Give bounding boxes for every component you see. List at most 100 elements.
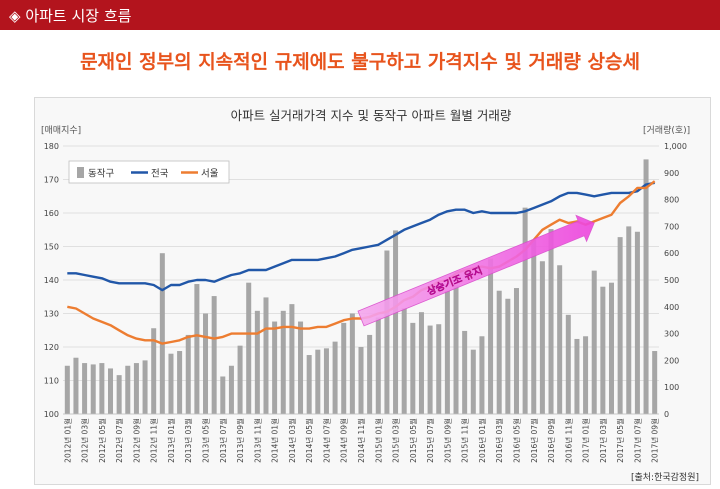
x-tick-label: 2015년 03월: [391, 418, 401, 463]
x-tick-label: 2014년 03월: [287, 418, 297, 463]
bar: [289, 304, 295, 414]
header-title: ◈ 아파트 시장 흐름: [9, 5, 131, 26]
x-tick-label: 2013년 11월: [252, 418, 262, 463]
bar: [64, 365, 70, 414]
x-tick-label: 2017년 07월: [632, 418, 642, 463]
bar: [436, 324, 442, 414]
bar: [263, 297, 269, 414]
headline: 문재인 정부의 지속적인 규제에도 불구하고 가격지수 및 거래량 상승세: [80, 51, 640, 73]
diamond-bullet-icon: ◈: [9, 7, 21, 25]
left-tick-label: 180: [44, 142, 59, 151]
trend-arrow-icon: [357, 214, 595, 327]
bar: [608, 282, 614, 414]
x-tick-label: 2014년 05월: [304, 418, 314, 463]
right-tick-label: 900: [664, 169, 679, 178]
x-tick-label: 2012년 09월: [131, 418, 141, 463]
bar: [617, 237, 623, 414]
bar: [462, 330, 468, 414]
bar: [341, 322, 347, 414]
x-tick-label: 2015년 09월: [442, 418, 452, 463]
bar: [315, 349, 321, 414]
x-tick-label: 2013년 09월: [235, 418, 245, 463]
header-title-text: 아파트 시장 흐름: [25, 7, 132, 25]
combo-chart: 아파트 실거래가격 지수 및 동작구 아파트 월별 거래량 [매매지수] [거래…: [41, 108, 699, 483]
legend-box: [68, 160, 230, 184]
bar: [73, 357, 79, 414]
bar: [177, 351, 183, 414]
right-tick-label: 300: [664, 330, 679, 339]
bar: [652, 351, 658, 414]
bar: [531, 239, 537, 414]
bar: [228, 365, 234, 414]
line-national: [67, 181, 655, 292]
bar: [393, 230, 399, 414]
left-tick-label: 150: [44, 243, 59, 252]
bar: [194, 284, 200, 414]
bar: [557, 265, 563, 414]
bar: [185, 334, 191, 414]
bar: [108, 368, 114, 414]
bar: [539, 261, 545, 414]
bar: [125, 365, 131, 414]
bar: [280, 310, 286, 414]
right-tick-label: 0: [664, 410, 669, 419]
x-tick-label: 2014년 09월: [339, 418, 349, 463]
bar: [600, 286, 606, 414]
x-tick-label: 2017년 09월: [650, 418, 660, 463]
right-tick-label: 800: [664, 196, 679, 205]
bar: [151, 328, 157, 414]
x-tick-label: 2014년 01월: [270, 418, 280, 463]
x-tick-label: 2012년 05월: [97, 418, 107, 463]
bar: [142, 360, 148, 414]
x-tick-label: 2016년 01월: [477, 418, 487, 463]
x-tick-label: 2017년 01월: [581, 418, 591, 463]
right-tick-label: 600: [664, 249, 679, 258]
bar: [643, 159, 649, 414]
bar: [306, 355, 312, 414]
bar: [401, 308, 407, 414]
bar: [453, 285, 459, 414]
x-tick-label: 2015년 11월: [460, 418, 470, 463]
x-tick-label: 2016년 05월: [511, 418, 521, 463]
bar: [427, 325, 433, 414]
x-tick-label: 2014년 07월: [321, 418, 331, 463]
legend: 동작구 전국 서울: [68, 160, 230, 184]
bar: [116, 375, 122, 414]
bar: [522, 207, 528, 414]
bar: [444, 290, 450, 414]
x-tick-label: 2013년 07월: [218, 418, 228, 463]
bar: [211, 296, 217, 414]
bar: [574, 338, 580, 414]
bar: [367, 334, 373, 414]
bar: [583, 336, 589, 414]
x-tick-label: 2016년 03월: [494, 418, 504, 463]
bar: [203, 313, 209, 414]
left-axis-label: [매매지수]: [41, 125, 81, 136]
bar: [272, 321, 278, 414]
x-tick-label: 2016년 11월: [563, 418, 573, 463]
left-tick-label: 170: [44, 176, 59, 185]
left-tick-label: 130: [44, 310, 59, 319]
right-tick-label: 1,000: [664, 142, 687, 151]
right-axis-label: [거래량(호)]: [643, 124, 690, 136]
axes: 100 110 120 130 140 150 160 170 180 0 100 200 300 400…: [44, 142, 687, 463]
x-tick-label: 2013년 05월: [201, 418, 211, 463]
left-tick-label: 120: [44, 343, 59, 352]
legend-swatch-dongjak: [77, 167, 84, 178]
x-tick-label: 2013년 01월: [166, 418, 176, 463]
x-tick-label: 2016년 09월: [546, 418, 556, 463]
right-tick-label: 200: [664, 356, 679, 365]
right-tick-label: 400: [664, 303, 679, 312]
right-tick-label: 500: [664, 276, 679, 285]
x-tick-label: 2017년 05월: [615, 418, 625, 463]
bar: [99, 363, 105, 414]
x-tick-label: 2015년 05월: [408, 418, 418, 463]
left-tick-label: 160: [44, 209, 59, 218]
bar: [159, 253, 165, 414]
x-tick-label: 2015년 07월: [425, 418, 435, 463]
bar: [133, 363, 139, 414]
left-tick-label: 140: [44, 276, 59, 285]
x-tick-label: 2017년 03월: [598, 418, 608, 463]
bar: [349, 313, 355, 414]
chart-panel: 아파트 실거래가격 지수 및 동작구 아파트 월별 거래량 [매매지수] [거래…: [34, 97, 711, 485]
